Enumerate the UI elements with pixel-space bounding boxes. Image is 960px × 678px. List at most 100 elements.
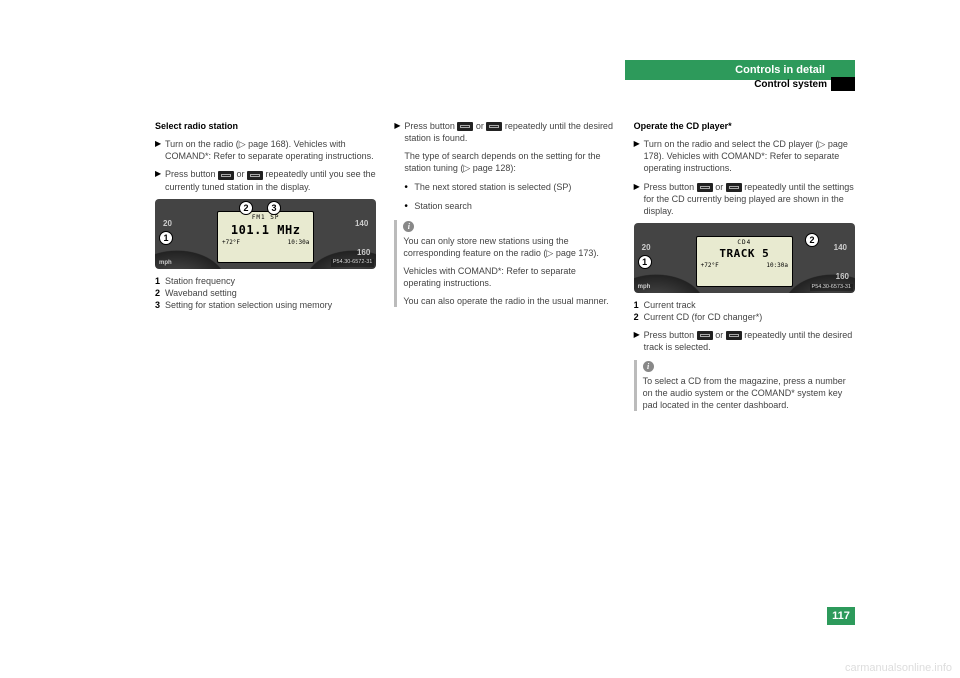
watermark: carmanualsonline.info	[845, 662, 952, 674]
tab-marker	[831, 77, 855, 91]
gauge-20: 20	[163, 219, 172, 230]
col2-bul1-text: The next stored station is selected (SP)	[414, 181, 615, 195]
lcd-time: 10:30a	[288, 239, 310, 247]
lcd-main: TRACK 5	[701, 247, 788, 262]
col1-b1-text: Turn on the radio (▷ page 168). Vehicles…	[165, 138, 376, 162]
header-tab: Controls in detail Control system	[625, 60, 855, 96]
lcd-screen: CD4 TRACK 5 +72°F 10:30a	[696, 236, 793, 288]
bullet-icon: •	[404, 200, 414, 214]
legend-text: Setting for station selection using memo…	[165, 299, 332, 311]
text-frag: Press button	[644, 330, 697, 340]
button-icon	[726, 331, 742, 340]
gauge-160: 160	[836, 272, 849, 283]
legend-num: 1	[155, 275, 165, 287]
col2-bullet-1: ▶ Press button or repeatedly until the d…	[394, 120, 615, 144]
callout-2: 2	[239, 201, 253, 215]
gauge-160: 160	[357, 248, 370, 259]
column-2: ▶ Press button or repeatedly until the d…	[394, 120, 615, 417]
button-icon	[726, 183, 742, 192]
gauge-140: 140	[355, 219, 368, 230]
legend-text: Current track	[644, 299, 696, 311]
manual-page: Controls in detail Control system Select…	[155, 60, 855, 620]
content-columns: Select radio station ▶ Turn on the radio…	[155, 120, 855, 417]
col3-bullet-1: ▶ Turn on the radio and select the CD pl…	[634, 138, 855, 174]
button-icon	[697, 183, 713, 192]
button-icon	[218, 171, 234, 180]
gauge-mph: mph	[159, 259, 172, 267]
col2-b1-text: Press button or repeatedly until the des…	[404, 120, 615, 144]
legend-text: Station frequency	[165, 275, 235, 287]
col1-legend: 1 Station frequency 2 Waveband setting 3…	[155, 275, 376, 311]
callout-3: 3	[267, 201, 281, 215]
lcd-top: FM1 SP	[222, 214, 309, 222]
lcd-main: 101.1 MHz	[222, 222, 309, 238]
lcd-temp: +72°F	[701, 262, 719, 270]
triangle-icon: ▶	[155, 138, 165, 162]
legend-row: 1 Station frequency	[155, 275, 376, 287]
bullet-icon: •	[404, 181, 414, 195]
info-text-2: Vehicles with COMAND*: Refer to separate…	[403, 265, 615, 289]
info-block: i You can only store new stations using …	[394, 220, 615, 308]
column-1: Select radio station ▶ Turn on the radio…	[155, 120, 376, 417]
text-frag: Press button	[404, 121, 457, 131]
button-icon	[486, 122, 502, 131]
col3-legend: 1 Current track 2 Current CD (for CD cha…	[634, 299, 855, 323]
text-frag: or	[473, 121, 486, 131]
gauge-mph: mph	[638, 283, 651, 291]
info-icon: i	[403, 221, 414, 232]
col3-b1-text: Turn on the radio and select the CD play…	[644, 138, 855, 174]
callout-1: 1	[638, 255, 652, 269]
figure-code: P54.30-6572-31	[331, 259, 374, 266]
cd-display-figure: 20 140 160 mph CD4 TRACK 5 +72°F 10:30a …	[634, 223, 855, 293]
gauge-background: 20 140 160 mph CD4 TRACK 5 +72°F 10:30a …	[634, 223, 855, 293]
col3-bullet-2: ▶ Press button or repeatedly until the s…	[634, 181, 855, 217]
triangle-icon: ▶	[634, 138, 644, 174]
legend-num: 3	[155, 299, 165, 311]
legend-row: 2 Waveband setting	[155, 287, 376, 299]
lcd-temp: +72°F	[222, 239, 240, 247]
col2-sub1: • The next stored station is selected (S…	[394, 181, 615, 195]
gauge-140: 140	[834, 243, 847, 254]
info-block: i To select a CD from the magazine, pres…	[634, 360, 855, 411]
info-text: To select a CD from the magazine, press …	[643, 375, 855, 411]
col3-bullet-3: ▶ Press button or repeatedly until the d…	[634, 329, 855, 353]
callout-2: 2	[805, 233, 819, 247]
col1-heading: Select radio station	[155, 120, 376, 132]
text-frag: Press button	[644, 182, 697, 192]
col3-b2-text: Press button or repeatedly until the set…	[644, 181, 855, 217]
callout-1: 1	[159, 231, 173, 245]
subsection-title: Control system	[754, 79, 831, 90]
legend-text: Current CD (for CD changer*)	[644, 311, 763, 323]
legend-text: Waveband setting	[165, 287, 237, 299]
col1-b2-text: Press button or repeatedly until you see…	[165, 168, 376, 192]
legend-num: 2	[155, 287, 165, 299]
triangle-icon: ▶	[634, 329, 644, 353]
button-icon	[697, 331, 713, 340]
page-number: 117	[827, 607, 855, 625]
gauge-20: 20	[642, 243, 651, 254]
gauge-background: 20 140 160 mph FM1 SP 101.1 MHz +72°F 10…	[155, 199, 376, 269]
lcd-time: 10:30a	[766, 262, 788, 270]
text-frag: or	[234, 169, 247, 179]
figure-code: P54.30-6573-31	[810, 284, 853, 291]
col2-para: The type of search depends on the settin…	[394, 150, 615, 174]
info-icon: i	[643, 361, 654, 372]
legend-num: 2	[634, 311, 644, 323]
legend-row: 3 Setting for station selection using me…	[155, 299, 376, 311]
col1-bullet-2: ▶ Press button or repeatedly until you s…	[155, 168, 376, 192]
column-3: Operate the CD player* ▶ Turn on the rad…	[634, 120, 855, 417]
col2-p1-text: The type of search depends on the settin…	[404, 150, 615, 174]
lcd-bottom: +72°F 10:30a	[222, 239, 309, 247]
legend-row: 1 Current track	[634, 299, 855, 311]
col3-heading: Operate the CD player*	[634, 120, 855, 132]
triangle-icon: ▶	[394, 120, 404, 144]
text-frag: or	[713, 330, 726, 340]
legend-row: 2 Current CD (for CD changer*)	[634, 311, 855, 323]
radio-display-figure: 20 140 160 mph FM1 SP 101.1 MHz +72°F 10…	[155, 199, 376, 269]
col3-b3-text: Press button or repeatedly until the des…	[644, 329, 855, 353]
lcd-screen: FM1 SP 101.1 MHz +72°F 10:30a	[217, 211, 314, 263]
col2-sub2: • Station search	[394, 200, 615, 214]
info-text-3: You can also operate the radio in the us…	[403, 295, 615, 307]
text-frag: Press button	[165, 169, 218, 179]
legend-num: 1	[634, 299, 644, 311]
